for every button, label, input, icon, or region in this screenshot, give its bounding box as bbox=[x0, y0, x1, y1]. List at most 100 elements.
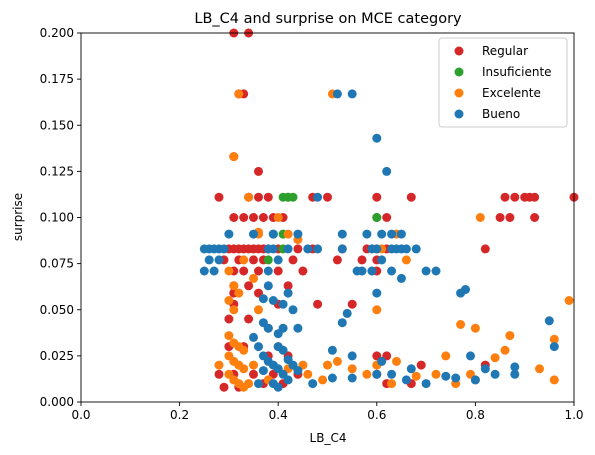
x-tick-label: 0.6 bbox=[367, 408, 386, 422]
point-regular bbox=[323, 192, 332, 202]
point-regular bbox=[214, 192, 224, 202]
point-excelente bbox=[456, 320, 466, 329]
point-excelente bbox=[239, 345, 249, 355]
point-bueno bbox=[357, 266, 367, 276]
y-tick-label: 0.100 bbox=[40, 211, 74, 225]
point-bueno bbox=[367, 266, 377, 276]
point-regular bbox=[219, 382, 229, 392]
point-excelente bbox=[249, 360, 258, 370]
point-regular bbox=[530, 213, 540, 222]
point-bueno bbox=[387, 266, 397, 276]
point-excelente bbox=[505, 331, 515, 341]
point-bueno bbox=[308, 379, 318, 389]
point-excelente bbox=[249, 273, 258, 283]
point-excelente bbox=[229, 152, 239, 162]
point-regular bbox=[239, 266, 249, 276]
point-excelente bbox=[234, 89, 244, 99]
point-excelente bbox=[564, 296, 574, 305]
point-bueno bbox=[431, 266, 441, 276]
point-regular bbox=[357, 255, 367, 265]
point-bueno bbox=[249, 332, 258, 342]
point-insuficiente bbox=[372, 213, 382, 222]
point-bueno bbox=[293, 229, 303, 239]
point-bueno bbox=[337, 229, 347, 239]
point-excelente bbox=[332, 356, 342, 366]
point-bueno bbox=[377, 229, 387, 239]
point-bueno bbox=[254, 342, 263, 352]
point-bueno bbox=[372, 369, 382, 379]
point-bueno bbox=[263, 323, 273, 333]
y-tick-label: 0.200 bbox=[40, 26, 74, 40]
legend-marker-excelente bbox=[454, 88, 464, 98]
point-bueno bbox=[273, 329, 283, 339]
point-bueno bbox=[278, 299, 288, 309]
legend-label-insuficiente: Insuficiente bbox=[482, 65, 552, 79]
point-bueno bbox=[396, 273, 406, 283]
y-axis-label: surprise bbox=[11, 193, 25, 241]
point-bueno bbox=[204, 255, 214, 265]
point-bueno bbox=[382, 166, 392, 176]
series-excelente bbox=[214, 89, 574, 392]
legend-label-bueno: Bueno bbox=[482, 107, 520, 121]
point-bueno bbox=[337, 244, 347, 254]
point-bueno bbox=[387, 229, 397, 239]
point-excelente bbox=[470, 323, 480, 333]
point-bueno bbox=[406, 364, 416, 374]
point-bueno bbox=[456, 288, 466, 298]
y-tick-label: 0.125 bbox=[40, 164, 74, 178]
point-excelente bbox=[372, 305, 382, 315]
point-excelente bbox=[490, 353, 500, 363]
series-bueno bbox=[199, 89, 559, 392]
point-bueno bbox=[224, 229, 234, 239]
point-bueno bbox=[199, 266, 209, 276]
point-bueno bbox=[313, 244, 323, 254]
point-bueno bbox=[268, 229, 278, 239]
point-bueno bbox=[510, 369, 520, 379]
point-bueno bbox=[219, 244, 229, 254]
legend-label-excelente: Excelente bbox=[482, 86, 541, 100]
point-bueno bbox=[283, 244, 293, 254]
point-bueno bbox=[273, 255, 283, 265]
legend-label-regular: Regular bbox=[482, 44, 528, 58]
point-bueno bbox=[254, 379, 263, 389]
point-regular bbox=[332, 255, 342, 265]
point-bueno bbox=[441, 371, 451, 381]
chart-title: LB_C4 and surprise on MCE category bbox=[194, 11, 462, 27]
point-excelente bbox=[244, 379, 254, 389]
point-regular bbox=[229, 213, 239, 222]
point-bueno bbox=[327, 373, 337, 383]
point-regular bbox=[283, 281, 293, 291]
point-regular bbox=[293, 244, 303, 254]
legend-box bbox=[438, 37, 568, 128]
point-excelente bbox=[229, 281, 239, 291]
point-bueno bbox=[313, 192, 323, 202]
point-regular bbox=[505, 213, 515, 222]
point-insuficiente bbox=[288, 192, 298, 202]
point-bueno bbox=[401, 375, 411, 385]
y-tick-label: 0.050 bbox=[40, 303, 74, 317]
point-bueno bbox=[273, 342, 283, 352]
legend-marker-regular bbox=[454, 46, 464, 56]
point-regular bbox=[244, 281, 254, 291]
point-regular bbox=[495, 213, 505, 222]
point-bueno bbox=[396, 229, 406, 239]
point-bueno bbox=[263, 281, 273, 291]
point-excelente bbox=[224, 296, 234, 305]
legend-marker-insuficiente bbox=[454, 67, 464, 77]
x-tick-label: 0.0 bbox=[71, 408, 90, 422]
point-bueno bbox=[377, 356, 387, 366]
point-excelente bbox=[500, 345, 510, 355]
y-tick-label: 0.075 bbox=[40, 257, 74, 271]
point-bueno bbox=[288, 305, 298, 315]
point-excelente bbox=[362, 369, 372, 379]
point-excelente bbox=[535, 364, 544, 374]
points-layer bbox=[199, 28, 579, 392]
point-excelente bbox=[549, 334, 559, 344]
point-excelente bbox=[273, 213, 283, 222]
point-excelente bbox=[254, 305, 263, 315]
point-excelente bbox=[224, 266, 234, 276]
point-bueno bbox=[480, 364, 490, 374]
point-bueno bbox=[411, 244, 421, 254]
point-bueno bbox=[372, 133, 382, 143]
point-bueno bbox=[273, 382, 283, 392]
